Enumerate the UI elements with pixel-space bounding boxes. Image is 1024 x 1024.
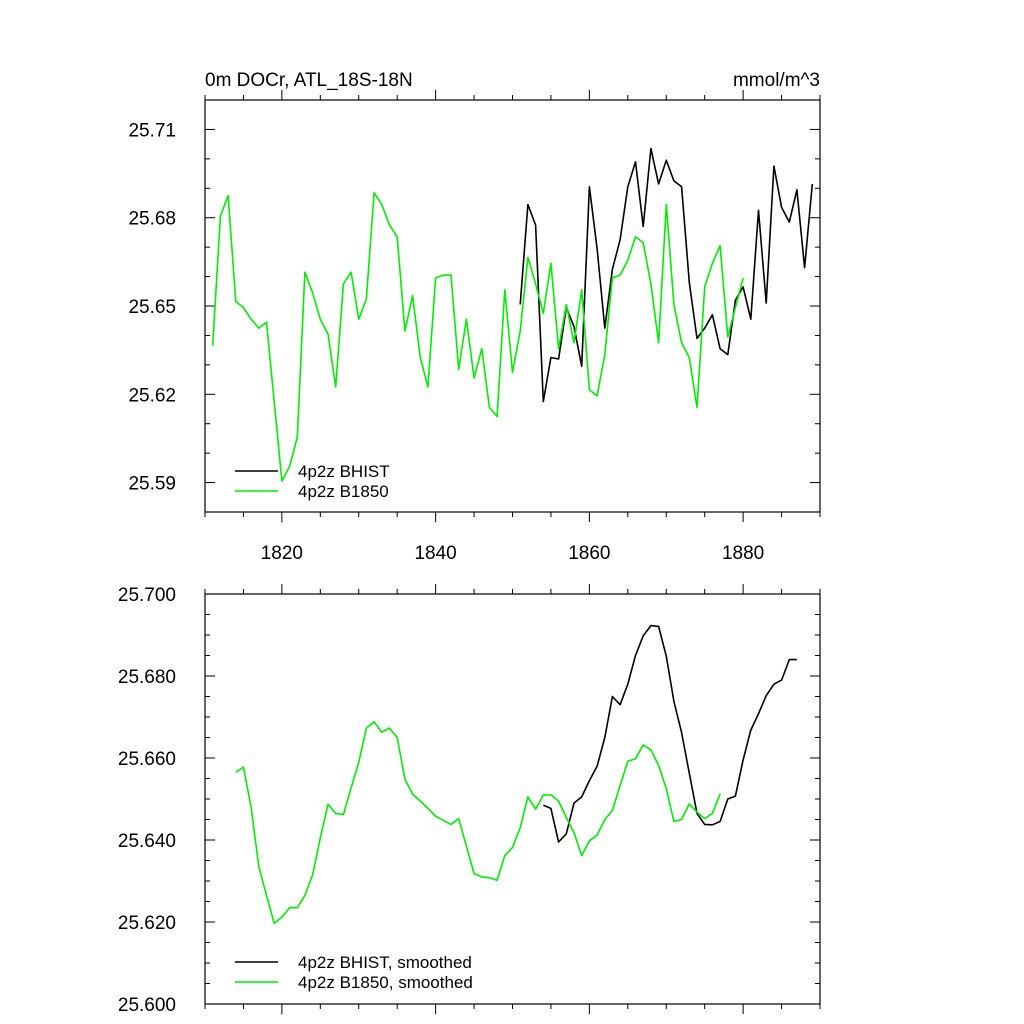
top-chart-panel: 0m DOCr, ATL_18S-18N mmol/m^3 1820 1840 18…	[128, 70, 821, 564]
x-tick-label: 1840	[414, 543, 456, 564]
y-tick-label: 25.680	[118, 667, 176, 688]
bottom-chart-panel: 25.600 25.620 25.640 25.660 25.680 25.700 4p2…	[118, 584, 821, 1016]
series-line-4p2z-b1850	[211, 191, 744, 482]
series-line-4p2z-bhist-smoothed	[542, 624, 797, 843]
y-tick-label: 25.640	[118, 831, 176, 852]
top-plot-frame	[204, 99, 821, 513]
legend-label-bhist-smoothed: 4p2z BHIST, smoothed	[298, 953, 472, 972]
legend-label-bhist: 4p2z BHIST	[298, 462, 390, 481]
x-tick-label: 1820	[261, 543, 303, 564]
top-chart-series	[211, 147, 814, 482]
top-chart-ticks: 1820 1840 1860 1880 25.59 25.62 25.65 25.68 25.7…	[128, 90, 821, 564]
legend-label-b1850-smoothed: 4p2z B1850, smoothed	[298, 973, 473, 992]
y-tick-label: 25.62	[128, 385, 176, 406]
y-tick-label: 25.660	[118, 749, 176, 770]
top-chart-title: 0m DOCr, ATL_18S-18N	[205, 70, 413, 91]
top-chart-legend: 4p2z BHIST 4p2z B1850	[235, 462, 390, 501]
bottom-chart-ticks: 25.600 25.620 25.640 25.660 25.680 25.700	[118, 584, 821, 1016]
bottom-chart-legend: 4p2z BHIST, smoothed 4p2z B1850, smoothe…	[235, 953, 473, 992]
y-tick-label: 25.65	[128, 297, 176, 318]
top-chart-units: mmol/m^3	[733, 70, 820, 91]
y-tick-label: 25.620	[118, 913, 176, 934]
y-tick-label: 25.700	[118, 585, 176, 606]
x-tick-label: 1880	[722, 543, 764, 564]
legend-label-b1850: 4p2z B1850	[298, 482, 389, 501]
y-tick-label: 25.71	[128, 120, 176, 141]
y-tick-label: 25.68	[128, 209, 176, 230]
series-line-4p2z-bhist	[519, 147, 814, 403]
series-line-4p2z-b1850-smoothed	[235, 721, 721, 925]
bottom-chart-series	[235, 624, 797, 925]
x-tick-label: 1860	[568, 543, 610, 564]
y-tick-label: 25.59	[128, 474, 176, 495]
y-tick-label: 25.600	[118, 995, 176, 1016]
